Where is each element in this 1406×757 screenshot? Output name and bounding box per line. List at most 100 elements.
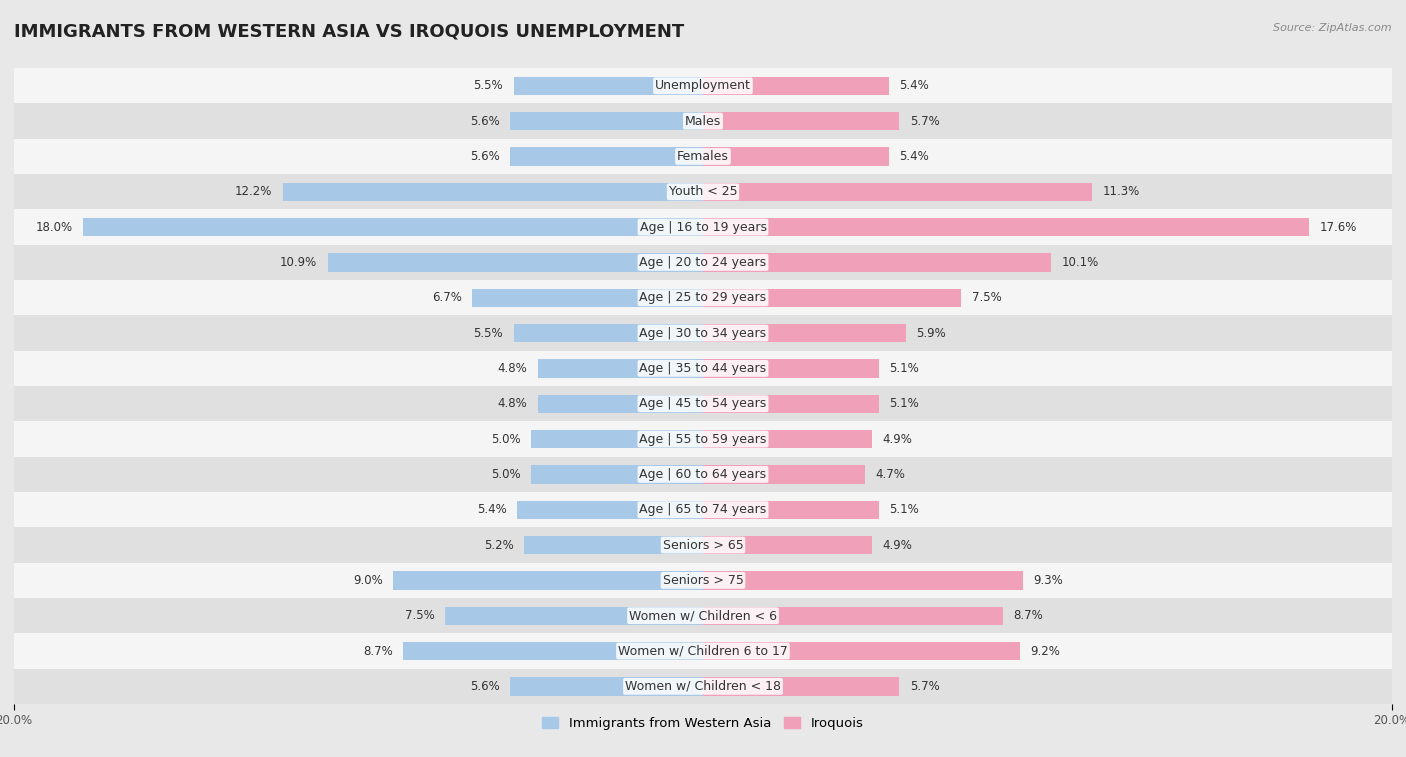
Bar: [531, 430, 703, 448]
Bar: [14, 316, 1392, 350]
Text: IMMIGRANTS FROM WESTERN ASIA VS IROQUOIS UNEMPLOYMENT: IMMIGRANTS FROM WESTERN ASIA VS IROQUOIS…: [14, 23, 685, 41]
Text: Males: Males: [685, 114, 721, 128]
Bar: [283, 182, 703, 201]
Bar: [703, 678, 900, 696]
Bar: [14, 668, 1392, 704]
Text: 5.4%: 5.4%: [477, 503, 506, 516]
Bar: [703, 572, 1024, 590]
Text: Seniors > 65: Seniors > 65: [662, 538, 744, 552]
Text: 7.5%: 7.5%: [972, 291, 1001, 304]
Bar: [703, 606, 1002, 625]
Text: Source: ZipAtlas.com: Source: ZipAtlas.com: [1274, 23, 1392, 33]
Text: Seniors > 75: Seniors > 75: [662, 574, 744, 587]
Bar: [510, 678, 703, 696]
Bar: [444, 606, 703, 625]
Bar: [14, 139, 1392, 174]
Bar: [703, 76, 889, 95]
Bar: [703, 642, 1019, 660]
Bar: [703, 112, 900, 130]
Text: 7.5%: 7.5%: [405, 609, 434, 622]
Text: 4.8%: 4.8%: [498, 397, 527, 410]
Text: Youth < 25: Youth < 25: [669, 185, 737, 198]
Text: 5.1%: 5.1%: [889, 397, 918, 410]
Text: 9.2%: 9.2%: [1031, 644, 1060, 658]
Text: 9.3%: 9.3%: [1033, 574, 1063, 587]
Bar: [14, 634, 1392, 668]
Text: 11.3%: 11.3%: [1102, 185, 1140, 198]
Text: 5.1%: 5.1%: [889, 362, 918, 375]
Legend: Immigrants from Western Asia, Iroquois: Immigrants from Western Asia, Iroquois: [537, 712, 869, 736]
Bar: [14, 422, 1392, 456]
Text: 9.0%: 9.0%: [353, 574, 382, 587]
Bar: [14, 492, 1392, 528]
Text: 5.6%: 5.6%: [470, 680, 499, 693]
Bar: [703, 148, 889, 166]
Text: Age | 16 to 19 years: Age | 16 to 19 years: [640, 220, 766, 234]
Bar: [510, 148, 703, 166]
Bar: [524, 536, 703, 554]
Text: 10.9%: 10.9%: [280, 256, 318, 269]
Text: 10.1%: 10.1%: [1062, 256, 1098, 269]
Bar: [510, 112, 703, 130]
Text: Age | 55 to 59 years: Age | 55 to 59 years: [640, 432, 766, 446]
Text: 5.5%: 5.5%: [474, 79, 503, 92]
Text: 4.9%: 4.9%: [882, 432, 912, 446]
Bar: [703, 360, 879, 378]
Text: 18.0%: 18.0%: [35, 220, 73, 234]
Bar: [703, 536, 872, 554]
Bar: [703, 394, 879, 413]
Bar: [14, 245, 1392, 280]
Text: Females: Females: [678, 150, 728, 163]
Bar: [703, 288, 962, 307]
Text: 5.7%: 5.7%: [910, 680, 939, 693]
Text: 5.4%: 5.4%: [900, 150, 929, 163]
Bar: [404, 642, 703, 660]
Bar: [703, 218, 1309, 236]
Text: Age | 60 to 64 years: Age | 60 to 64 years: [640, 468, 766, 481]
Text: 4.7%: 4.7%: [875, 468, 905, 481]
Text: 4.9%: 4.9%: [882, 538, 912, 552]
Text: Age | 35 to 44 years: Age | 35 to 44 years: [640, 362, 766, 375]
Bar: [703, 430, 872, 448]
Bar: [14, 598, 1392, 634]
Bar: [703, 254, 1050, 272]
Text: 5.1%: 5.1%: [889, 503, 918, 516]
Text: 5.6%: 5.6%: [470, 114, 499, 128]
Text: Age | 65 to 74 years: Age | 65 to 74 years: [640, 503, 766, 516]
Text: Age | 25 to 29 years: Age | 25 to 29 years: [640, 291, 766, 304]
Bar: [703, 500, 879, 519]
Bar: [14, 456, 1392, 492]
Text: Women w/ Children 6 to 17: Women w/ Children 6 to 17: [619, 644, 787, 658]
Text: Age | 20 to 24 years: Age | 20 to 24 years: [640, 256, 766, 269]
Text: 8.7%: 8.7%: [1012, 609, 1043, 622]
Bar: [328, 254, 703, 272]
Bar: [14, 280, 1392, 316]
Bar: [14, 174, 1392, 210]
Text: 5.7%: 5.7%: [910, 114, 939, 128]
Bar: [513, 324, 703, 342]
Bar: [513, 76, 703, 95]
Text: 5.5%: 5.5%: [474, 326, 503, 340]
Text: 5.0%: 5.0%: [491, 468, 520, 481]
Bar: [517, 500, 703, 519]
Text: 6.7%: 6.7%: [432, 291, 461, 304]
Bar: [14, 350, 1392, 386]
Text: Women w/ Children < 6: Women w/ Children < 6: [628, 609, 778, 622]
Text: Age | 30 to 34 years: Age | 30 to 34 years: [640, 326, 766, 340]
Text: 5.0%: 5.0%: [491, 432, 520, 446]
Bar: [703, 324, 907, 342]
Bar: [83, 218, 703, 236]
Text: 5.4%: 5.4%: [900, 79, 929, 92]
Bar: [14, 210, 1392, 245]
Text: 5.2%: 5.2%: [484, 538, 513, 552]
Bar: [531, 466, 703, 484]
Bar: [537, 394, 703, 413]
Bar: [14, 528, 1392, 562]
Text: 5.6%: 5.6%: [470, 150, 499, 163]
Bar: [392, 572, 703, 590]
Text: Unemployment: Unemployment: [655, 79, 751, 92]
Bar: [14, 68, 1392, 104]
Text: Age | 45 to 54 years: Age | 45 to 54 years: [640, 397, 766, 410]
Bar: [703, 182, 1092, 201]
Text: 8.7%: 8.7%: [363, 644, 392, 658]
